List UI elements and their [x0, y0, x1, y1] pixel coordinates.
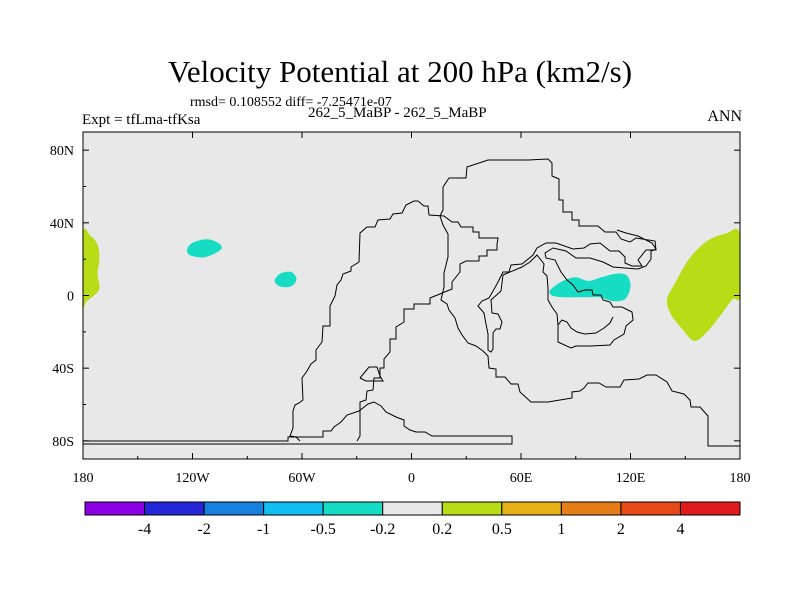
y-tick-label: 80N: [50, 144, 74, 159]
coastline-5: [557, 316, 614, 335]
colorbar: -4 -2 -1 -0.5 -0.2 0.2 0.5 1 2 4: [84, 501, 741, 538]
colorbar-label: 1: [557, 521, 565, 538]
coastline-2: [359, 366, 384, 382]
anomaly-region-2: [666, 228, 740, 341]
anomaly-region-1: [83, 228, 100, 308]
colorbar-label: -1: [257, 521, 270, 538]
colorbar-label: -2: [197, 521, 210, 538]
x-tick-label: 180: [73, 471, 94, 486]
x-tick-label: 120E: [616, 471, 646, 486]
colorbar-label: -0.2: [370, 521, 395, 538]
coastlines: [83, 158, 740, 447]
x-axis: 180 120W 60W 0 60E 120E 180: [73, 132, 751, 486]
stats-label: rmsd= 0.108552 diff= -7.25471e-07: [190, 95, 392, 110]
colorbar-swatch: [382, 501, 443, 516]
colorbar-swatch: [144, 501, 205, 516]
colorbar-label: 0.5: [492, 521, 512, 538]
x-tick-label: 0: [408, 471, 415, 486]
plot-area: [83, 132, 740, 459]
y-tick-label: 40N: [50, 217, 74, 232]
y-axis: 80N 40N 0 40S 80S: [50, 144, 740, 450]
anomaly-region-4: [274, 271, 297, 288]
case-label: 262_5_MaBP - 262_5_MaBP: [308, 105, 487, 121]
y-tick-label: 0: [67, 290, 74, 305]
colorbar-swatch: [263, 501, 324, 516]
chart-title: Velocity Potential at 200 hPa (km2/s): [167, 54, 633, 89]
x-tick-label: 60E: [510, 471, 533, 486]
colorbar-label: -4: [138, 521, 151, 538]
coastline-6: [83, 401, 513, 445]
colorbar-swatch: [560, 501, 622, 516]
colorbar-swatch: [501, 501, 562, 516]
anomaly-region-5: [549, 273, 631, 302]
y-tick-label: 80S: [52, 435, 74, 450]
colorbar-swatch: [84, 501, 146, 516]
colorbar-label: 4: [676, 521, 684, 538]
anomaly-region-3: [186, 239, 222, 258]
coastline-4: [439, 187, 740, 447]
colorbar-swatch: [322, 501, 384, 516]
y-tick-label: 40S: [52, 362, 74, 377]
x-tick-label: 60W: [288, 471, 316, 486]
x-tick-label: 120W: [175, 471, 210, 486]
anomaly-regions: [83, 228, 740, 341]
season-label: ANN: [707, 108, 742, 125]
colorbar-swatch: [620, 501, 681, 516]
colorbar-label: 2: [617, 521, 625, 538]
experiment-label: Expt = tfLma-tfKsa: [82, 112, 201, 128]
colorbar-swatch: [441, 501, 503, 516]
coastline-1: [289, 200, 499, 442]
colorbar-swatch: [203, 501, 265, 516]
plot-background: [83, 132, 740, 459]
colorbar-label: -0.5: [311, 521, 336, 538]
colorbar-label: 0.2: [432, 521, 452, 538]
x-tick-label: 180: [730, 471, 751, 486]
coastline-3: [442, 158, 657, 353]
colorbar-swatch: [679, 501, 741, 516]
